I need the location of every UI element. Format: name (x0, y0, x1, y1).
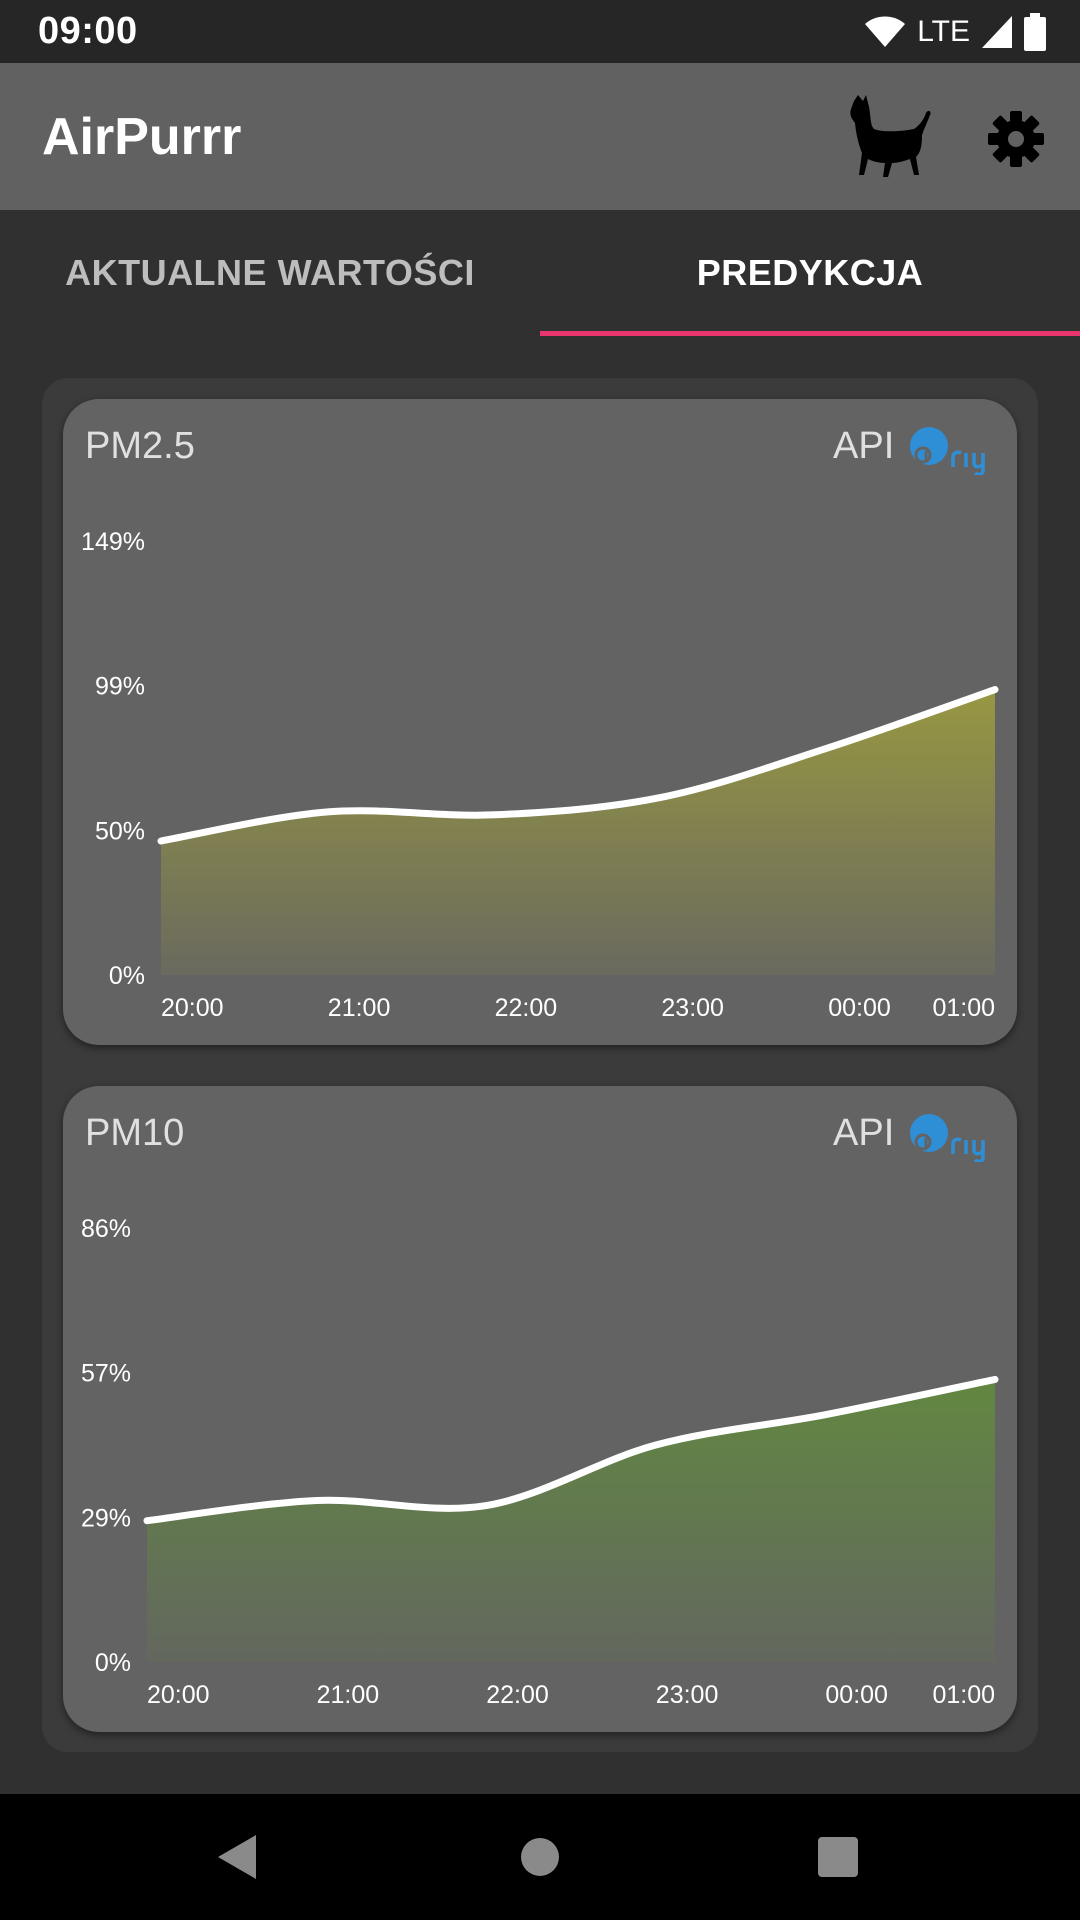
pm10-card: 86% 57% 29% 0% 20:00 21:00 22:00 23:00 00:00 01:0… (63, 1086, 1017, 1732)
chart-area-fill (161, 689, 995, 975)
pm25-card: 149% 99% 50% 0% 20:00 21:00 22:00 23:00 00:00 01:… (63, 399, 1017, 1045)
cell-signal-icon (982, 16, 1012, 48)
settings-button[interactable] (986, 109, 1046, 169)
x-tick-label: 23:00 (656, 1681, 719, 1709)
x-tick-label: 00:00 (828, 994, 891, 1022)
y-tick-label: 0% (109, 962, 145, 990)
status-time: 09:00 (38, 10, 138, 52)
x-tick-label: 01:00 (932, 994, 995, 1022)
x-tick-label: 23:00 (661, 994, 724, 1022)
wifi-icon (865, 16, 906, 47)
pm25-chart: 149% 99% 50% 0% 20:00 21:00 22:00 23:00 00:00 01:… (81, 528, 999, 1022)
x-tick-label: 01:00 (932, 1681, 995, 1709)
x-tick-label: 21:00 (328, 994, 391, 1022)
tab-current-values[interactable]: AKTUALNE WARTOŚCI (65, 252, 475, 293)
status-icons: LTE (863, 12, 1046, 52)
airly-logo (910, 1114, 985, 1162)
battery-icon (1024, 13, 1046, 51)
x-tick-label: 22:00 (495, 994, 558, 1022)
tab-bar: AKTUALNE WARTOŚCI PREDYKCJA (0, 210, 1080, 336)
y-tick-label: 149% (81, 528, 145, 556)
y-tick-label: 86% (81, 1215, 131, 1243)
status-bar: 09:00 LTE (0, 0, 1080, 63)
app-title: AirPurrr (42, 108, 242, 166)
y-tick-label: 29% (81, 1504, 131, 1532)
gear-icon (988, 111, 1044, 167)
recents-icon[interactable] (808, 1827, 868, 1887)
chart-area-fill (147, 1379, 995, 1662)
x-tick-label: 20:00 (147, 1681, 210, 1709)
x-tick-label: 22:00 (486, 1681, 549, 1709)
card-title: PM10 (85, 1112, 185, 1154)
y-tick-label: 99% (95, 673, 145, 701)
network-label: LTE (917, 15, 970, 48)
chart-series-line (143, 1375, 999, 1525)
cat-button[interactable] (840, 93, 940, 183)
chart-series-line (157, 686, 999, 845)
y-tick-label: 57% (81, 1360, 131, 1388)
card-title: PM2.5 (85, 425, 195, 467)
back-icon[interactable] (210, 1827, 270, 1887)
y-tick-label: 0% (95, 1649, 131, 1677)
home-icon[interactable] (510, 1827, 570, 1887)
pm10-chart: 86% 57% 29% 0% 20:00 21:00 22:00 23:00 00:00 01:0… (81, 1215, 999, 1709)
cat-icon (850, 95, 931, 177)
x-tick-label: 20:00 (161, 994, 224, 1022)
x-tick-label: 21:00 (317, 1681, 380, 1709)
tab-indicator (540, 331, 1080, 336)
api-label: API (833, 425, 895, 467)
app-bar: AirPurrr (0, 63, 1080, 210)
airly-logo (910, 427, 985, 475)
y-tick-label: 50% (95, 817, 145, 845)
navigation-bar (0, 1794, 1080, 1920)
x-tick-label: 00:00 (825, 1681, 888, 1709)
api-label: API (833, 1112, 895, 1154)
tab-prediction[interactable]: PREDYKCJA (696, 252, 924, 293)
